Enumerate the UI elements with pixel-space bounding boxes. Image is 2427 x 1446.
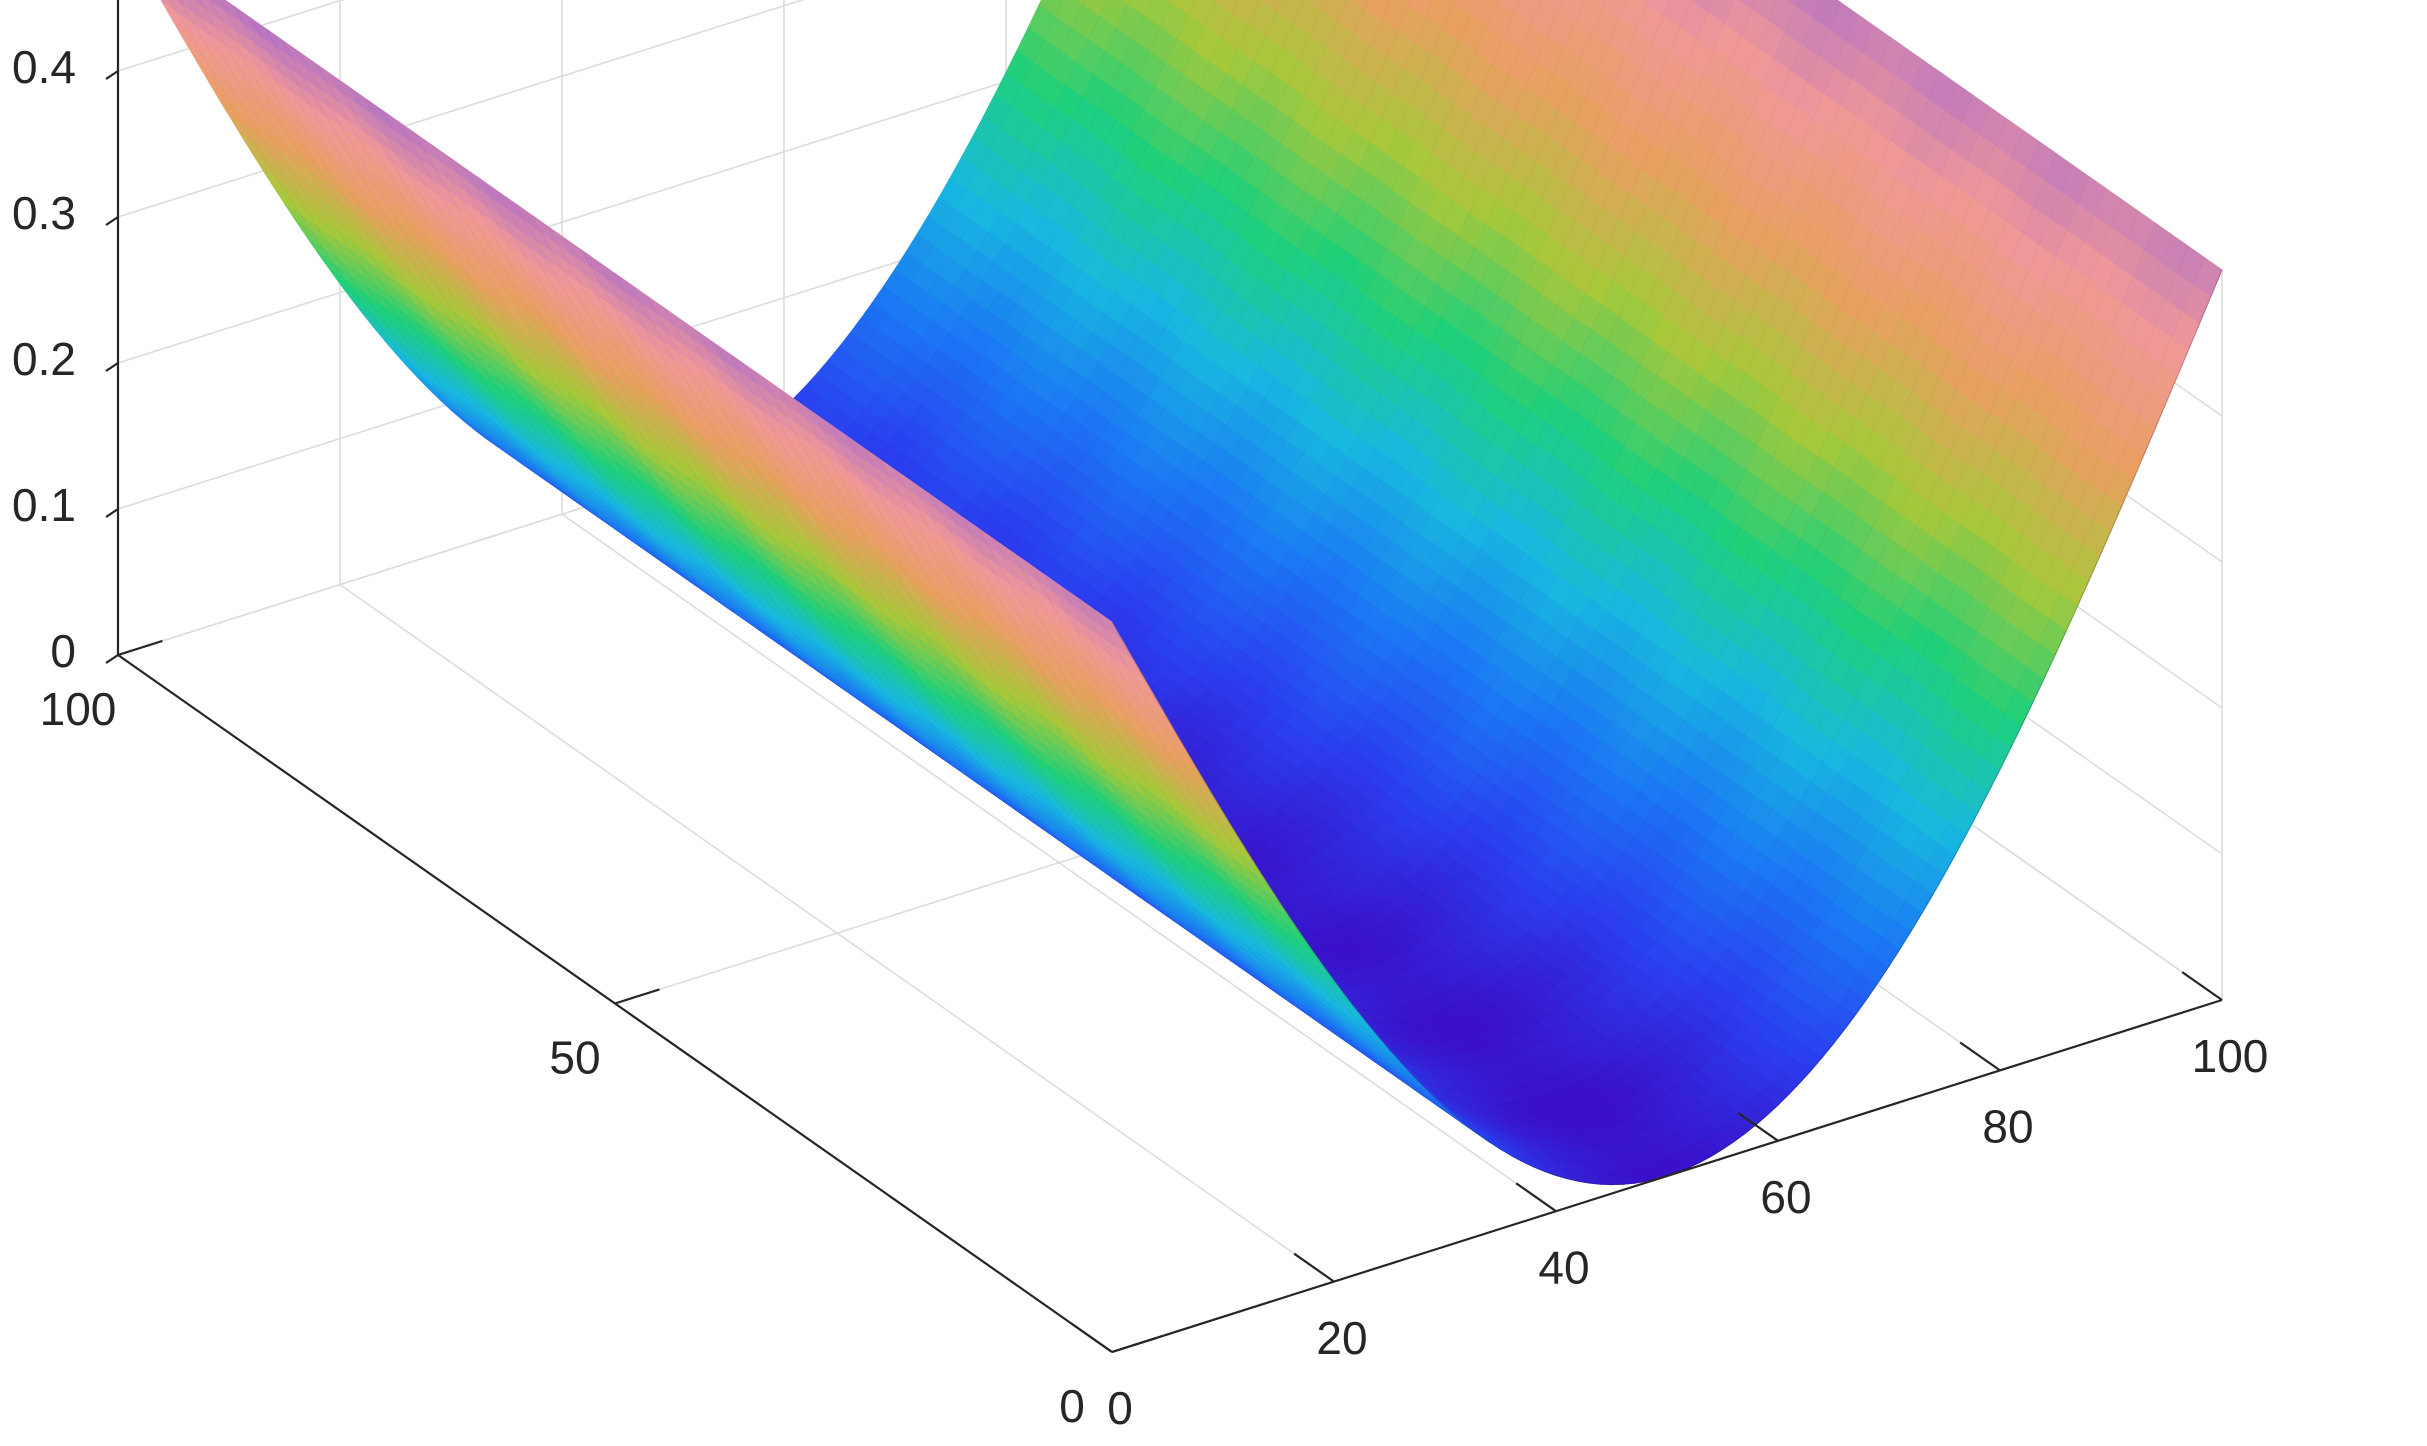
surface-patch [1306, 0, 1327, 11]
grid-line [117, 0, 345, 72]
surface-patch [1353, 0, 1370, 9]
surface-patch [1215, 0, 1240, 14]
surface-patch [1171, 0, 1196, 16]
surface-patch [1400, 0, 1413, 7]
surface-patch [1076, 0, 1086, 5]
surface-layer [160, 0, 2223, 1186]
surface-patch [1127, 0, 1152, 16]
surface-patch [1259, 0, 1283, 13]
